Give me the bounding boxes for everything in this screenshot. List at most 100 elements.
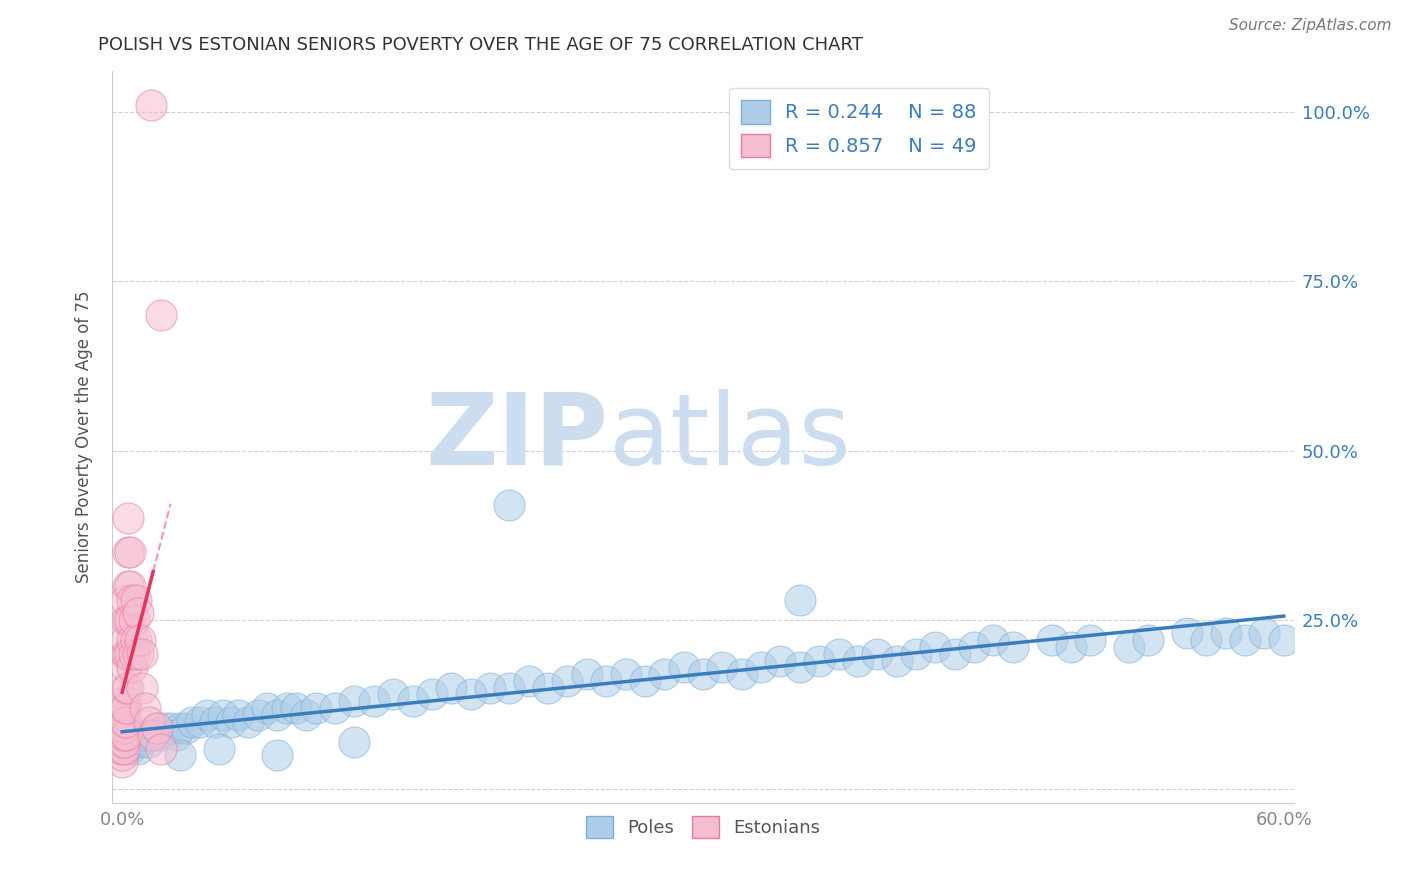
Point [343, 694, 366, 708]
Point [141, 98, 163, 112]
Point [115, 701, 138, 715]
Point [111, 728, 134, 742]
Point [1137, 633, 1160, 648]
Point [1078, 633, 1101, 648]
Point [125, 633, 148, 648]
Point [111, 735, 134, 749]
Point [121, 735, 143, 749]
Point [846, 654, 869, 668]
Point [808, 654, 831, 668]
Point [115, 714, 138, 729]
Point [153, 721, 176, 735]
Point [142, 728, 165, 742]
Point [420, 688, 443, 702]
Point [122, 728, 145, 742]
Point [122, 647, 145, 661]
Point [146, 721, 169, 735]
Point [112, 714, 135, 729]
Point [285, 701, 308, 715]
Point [827, 647, 849, 661]
Text: atlas: atlas [609, 389, 851, 485]
Legend: Poles, Estonians: Poles, Estonians [578, 808, 828, 845]
Point [866, 647, 889, 661]
Point [115, 681, 138, 695]
Point [188, 714, 211, 729]
Point [208, 741, 231, 756]
Point [498, 681, 520, 695]
Point [117, 613, 139, 627]
Point [117, 728, 139, 742]
Point [112, 707, 135, 722]
Point [138, 714, 160, 729]
Point [112, 728, 135, 742]
Point [112, 701, 135, 715]
Point [266, 707, 288, 722]
Point [204, 714, 226, 729]
Point [343, 735, 366, 749]
Point [112, 735, 135, 749]
Point [117, 579, 139, 593]
Point [256, 701, 278, 715]
Point [1040, 633, 1063, 648]
Point [180, 714, 202, 729]
Point [266, 748, 288, 763]
Point [537, 681, 560, 695]
Point [115, 735, 138, 749]
Point [159, 721, 181, 735]
Point [146, 721, 169, 735]
Y-axis label: Seniors Poverty Over the Age of 75: Seniors Poverty Over the Age of 75 [75, 291, 93, 583]
Point [118, 741, 141, 756]
Point [121, 660, 143, 674]
Point [1215, 626, 1237, 640]
Point [112, 694, 135, 708]
Point [983, 633, 1005, 648]
Text: POLISH VS ESTONIAN SENIORS POVERTY OVER THE AGE OF 75 CORRELATION CHART: POLISH VS ESTONIAN SENIORS POVERTY OVER … [98, 36, 863, 54]
Point [111, 755, 134, 769]
Point [323, 701, 346, 715]
Point [134, 728, 156, 742]
Point [117, 545, 139, 559]
Point [1253, 626, 1275, 640]
Point [128, 633, 150, 648]
Point [118, 545, 141, 559]
Point [112, 741, 135, 756]
Point [195, 707, 218, 722]
Point [769, 654, 792, 668]
Point [121, 592, 143, 607]
Point [1195, 633, 1218, 648]
Point [963, 640, 986, 654]
Point [112, 721, 135, 735]
Point [115, 633, 138, 648]
Point [246, 707, 269, 722]
Point [943, 647, 966, 661]
Point [363, 694, 385, 708]
Point [174, 721, 197, 735]
Point [169, 721, 191, 735]
Point [557, 673, 579, 688]
Point [211, 707, 233, 722]
Point [1001, 640, 1024, 654]
Text: ZIP: ZIP [426, 389, 609, 485]
Point [138, 735, 160, 749]
Point [789, 592, 811, 607]
Point [479, 681, 502, 695]
Point [219, 714, 242, 729]
Point [127, 606, 149, 620]
Point [614, 667, 637, 681]
Point [652, 667, 675, 681]
Point [117, 511, 139, 525]
Point [118, 647, 141, 661]
Point [440, 681, 463, 695]
Point [1060, 640, 1083, 654]
Point [121, 633, 143, 648]
Point [142, 728, 165, 742]
Point [731, 667, 754, 681]
Point [115, 660, 138, 674]
Point [595, 673, 617, 688]
Point [634, 673, 657, 688]
Point [1118, 640, 1140, 654]
Point [125, 592, 148, 607]
Point [169, 748, 191, 763]
Point [165, 728, 187, 742]
Point [134, 701, 156, 715]
